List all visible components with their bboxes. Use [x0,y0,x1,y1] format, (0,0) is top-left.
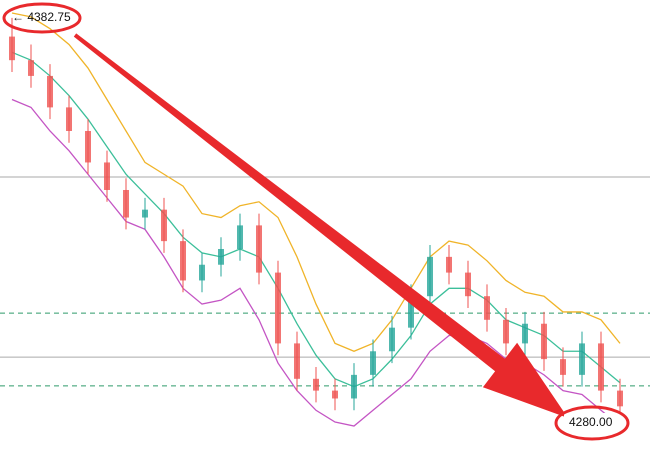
levels [0,176,650,387]
candle-body [199,264,205,281]
candle-body [294,343,300,379]
candle-body [427,256,433,297]
candle-body [256,225,262,273]
low-price-label: 4280.00 [569,415,613,429]
candle-body [389,327,395,352]
candle-body [370,351,376,375]
candle-body [351,374,357,399]
candle-body [161,209,167,242]
candle-body [446,256,452,273]
candle-body [579,343,585,375]
candles [9,17,623,423]
highlight-circle [2,2,82,34]
candle-body [332,390,338,399]
candle-body [503,319,509,344]
candle-body [313,378,319,391]
trend-arrow [73,33,569,419]
candle-body [598,343,604,391]
candle-body [66,107,72,131]
candle-body [408,296,414,328]
candle-body [237,225,243,249]
candle-body [218,248,224,265]
high-price-label: ← 4382.75 [12,10,71,24]
candle-body [522,323,528,344]
candle-body [617,390,623,407]
candle-body [28,60,34,76]
price-tag [564,413,622,431]
band-line [11,12,621,352]
candle-body [9,36,15,61]
candle-body [465,272,471,297]
band-line [11,51,621,388]
candle-body [484,296,490,320]
candle-body [85,130,91,163]
candle-body [142,209,148,218]
candle-body [560,359,566,375]
candle-body [275,272,281,344]
highlight-circle [554,405,630,441]
candle-body [123,189,129,218]
candle-body [541,323,547,360]
candle-body [47,75,53,108]
candle-body [180,241,186,281]
candle-body [104,162,110,190]
